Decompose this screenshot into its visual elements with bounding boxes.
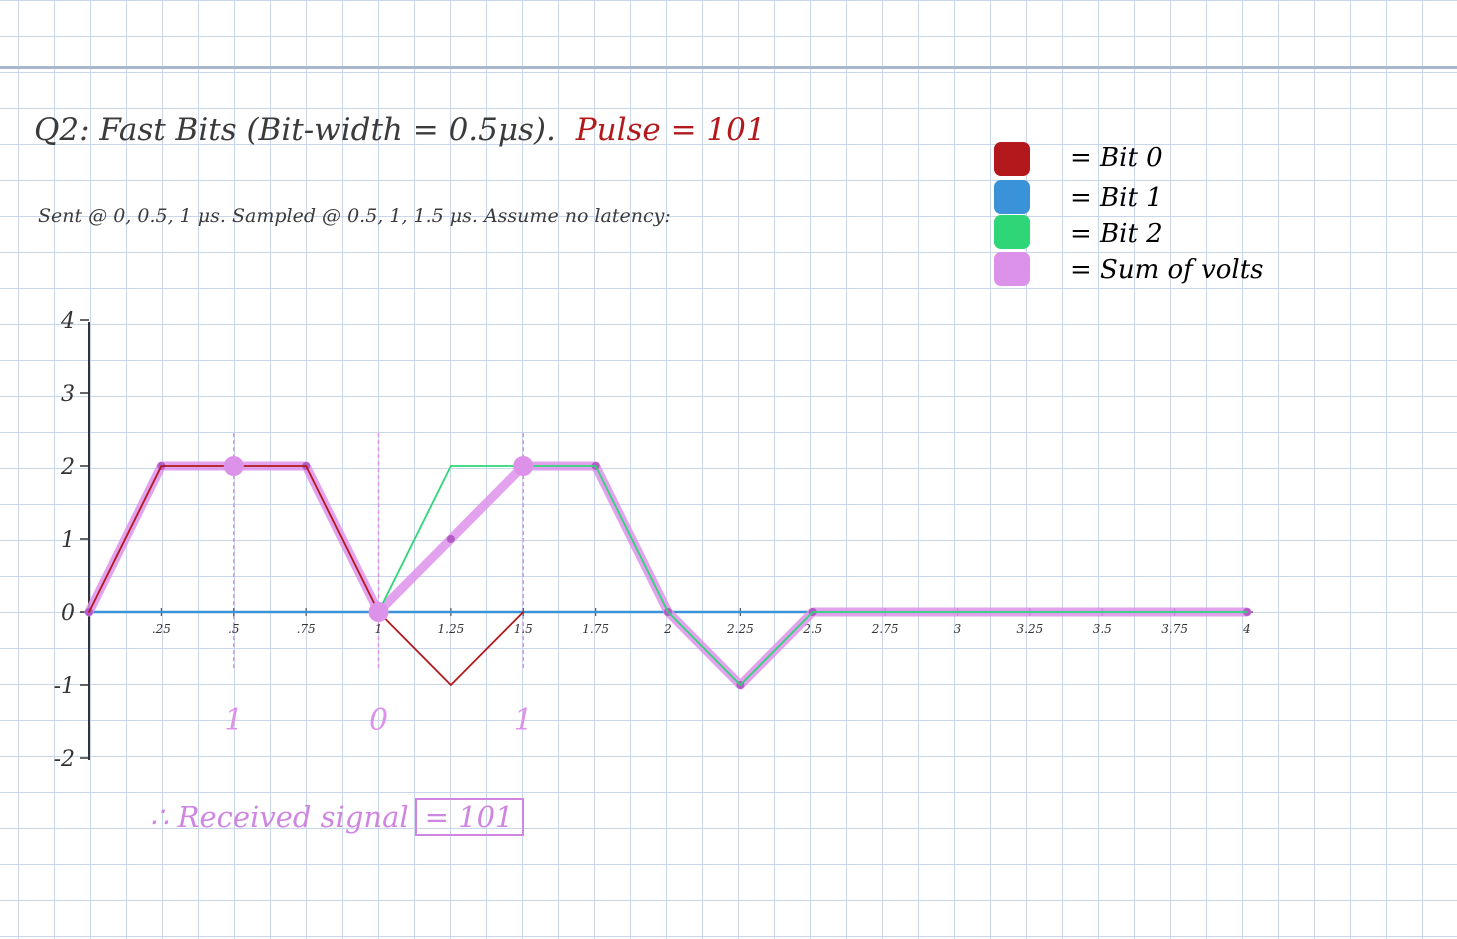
- y-tick-label: 0: [61, 601, 75, 626]
- y-tick-label: 1: [61, 528, 75, 553]
- legend-swatch-bit-2: [994, 215, 1030, 249]
- sample-point-marker: [368, 602, 389, 622]
- decoded-bit-label: 0: [369, 703, 388, 738]
- y-tick-label: 2: [60, 455, 75, 480]
- y-tick-label: 4: [60, 309, 75, 334]
- x-tick-label: 2.75: [871, 622, 899, 636]
- question-title: Q2: Fast Bits (Bit-width = 0.5μs). Pulse…: [34, 112, 766, 148]
- x-tick-label: 3.75: [1161, 622, 1188, 636]
- legend-swatch-bit-0: [994, 142, 1030, 176]
- x-tick-label: 1.25: [438, 622, 465, 636]
- title-text: Q2: Fast Bits (Bit-width = 0.5μs).: [34, 112, 556, 148]
- received-signal-result: = 101: [414, 798, 524, 836]
- legend-label-bit-1: = Bit 1: [1070, 183, 1163, 213]
- x-tick-label: 1: [375, 622, 383, 636]
- legend-label-bit-0: = Bit 0: [1070, 143, 1163, 173]
- legend-label-bit-2: = Bit 2: [1070, 219, 1163, 249]
- series-line-sum-of-volts: [84, 461, 1252, 690]
- x-tick-label: 3.5: [1093, 622, 1112, 636]
- series-line-bit-2: [377, 465, 1248, 686]
- decoded-bit-label: 1: [514, 703, 533, 738]
- x-tick-label: 2.5: [802, 622, 822, 636]
- x-tick-label: 3.25: [1017, 622, 1044, 636]
- y-tick-label: 3: [61, 382, 75, 407]
- x-tick-label: 3: [954, 622, 962, 636]
- received-signal-prefix: ∴ Received signal: [150, 800, 409, 834]
- decoded-bit-label: 1: [224, 703, 243, 738]
- sample-point-marker: [513, 456, 534, 476]
- x-tick-label: 4: [1242, 622, 1251, 636]
- x-tick-label: 1.75: [582, 622, 609, 636]
- x-tick-label: 2.25: [726, 622, 754, 636]
- legend-label-sum: = Sum of volts: [1070, 255, 1264, 285]
- y-tick-label: -2: [54, 747, 75, 772]
- page-top-rule: [0, 66, 1457, 69]
- y-tick-label: -1: [54, 674, 75, 699]
- pulse-text: Pulse = 101: [575, 112, 766, 148]
- legend-swatch-sum: [994, 252, 1030, 286]
- x-tick-label: 2: [663, 622, 672, 636]
- x-tick-label: .5: [228, 622, 239, 636]
- sum-vertex-point: [446, 535, 455, 543]
- series-line-bit-0: [88, 465, 525, 686]
- received-signal: ∴ Received signal = 101: [150, 798, 524, 836]
- x-tick-label: .75: [297, 622, 316, 636]
- x-tick-label: .25: [152, 622, 171, 636]
- sample-point-marker: [223, 456, 244, 476]
- question-subtitle: Sent @ 0, 0.5, 1 μs. Sampled @ 0.5, 1, 1…: [38, 205, 671, 227]
- x-tick-label: 1.5: [514, 622, 533, 636]
- legend-swatch-bit-1: [994, 180, 1030, 214]
